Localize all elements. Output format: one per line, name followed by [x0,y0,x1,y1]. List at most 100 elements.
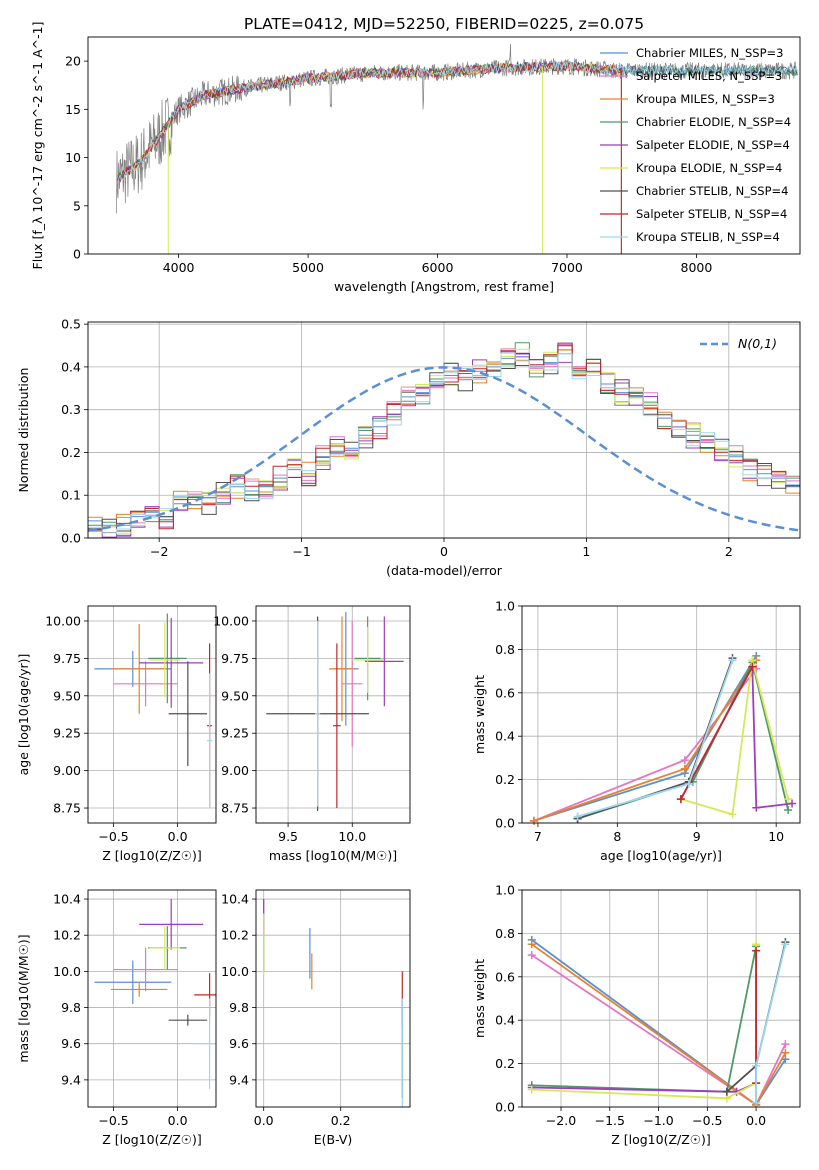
x-tick-label: 0.0 [254,1113,274,1128]
axes-frame [521,889,801,1108]
mass-weight-marker [752,1098,761,1107]
y-tick-label: 9.50 [221,688,249,703]
y-tick-label: 10.2 [53,928,81,943]
x-axis-label: age [log10(age/yr)] [600,848,722,863]
y-tick-label: 9.4 [229,1072,249,1087]
mass-weight-marker [527,940,536,949]
mass-weight-marker [722,1087,731,1096]
mass-weight-marker [784,795,793,804]
mass-weight-marker [684,779,693,788]
x-tick-label: 0.0 [746,1113,766,1128]
x-tick-label: −0.5 [98,829,128,844]
y-tick-label: 20 [65,54,81,69]
y-tick-label: 9.00 [53,763,81,778]
x-tick-label: 9.5 [278,829,298,844]
x-tick-label: 6000 [422,260,454,275]
x-tick-label: −0.5 [692,1113,722,1128]
legend-entry: Chabrier MILES, N_SSP=3 [636,46,783,60]
y-tick-label: 10.00 [45,613,81,628]
mass-weight-marker [784,805,793,814]
mass-weight-marker [573,812,582,821]
y-tick-label: 10 [65,150,81,165]
legend-entry: Salpeter STELIB, N_SSP=4 [636,207,787,221]
axes-frame [87,889,217,1108]
y-tick-label: 0 [73,247,81,262]
panel-mass-weight-vs-age: 7 8 9 10 0.0 0.2 0.4 0.6 0.8 1.0 age [log10(age/yr… [472,599,801,863]
y-axis-label: Flux [f_λ 10^-17 erg cm^-2 s^-1 A^-1] [30,22,45,270]
axes-frame [87,321,801,539]
panel-age-vs-Z: −0.5 0.0 8.75 9.00 9.25 9.50 9.75 10.00 Z [log10… [16,605,217,863]
y-tick-label: 10.2 [221,928,249,943]
x-tick-label: 10.0 [338,829,366,844]
spectrum-model-line [117,60,798,184]
y-axis-label: mass [log10(M/M☉)] [16,934,31,1062]
y-tick-label: 8.75 [53,801,81,816]
y-tick-label: 8.75 [221,801,249,816]
spectrum-model-line [117,61,798,181]
x-tick-label: 4000 [163,260,195,275]
y-axis-label: Normed distribution [16,368,31,493]
axes-frame [255,605,411,824]
y-tick-label: 0.8 [495,642,515,657]
figure-title: PLATE=0412, MJD=52250, FIBERID=0225, z=0… [244,15,644,33]
y-tick-label: 10.0 [53,964,81,979]
axes-frame [87,605,217,824]
y-tick-label: 0.6 [495,685,515,700]
y-tick-label: 9.50 [53,688,81,703]
y-tick-label: 10.4 [53,892,81,907]
mass-weight-line [680,660,789,816]
legend-entry: Chabrier STELIB, N_SSP=4 [636,184,788,198]
y-tick-label: 0.0 [495,1100,515,1115]
x-axis-label: Z [log10(Z/Z☉)] [102,848,202,863]
y-tick-label: 9.25 [53,726,81,741]
axes-frame [521,605,801,824]
y-axis-label: mass weight [472,959,487,1038]
y-tick-label: 1.0 [495,883,515,898]
x-axis-label: mass [log10(M/M☉)] [269,848,397,863]
x-tick-label: 0.0 [168,1113,188,1128]
y-tick-label: 10.4 [221,892,249,907]
mass-weight-marker [680,756,689,765]
mass-weight-marker [676,795,685,804]
x-tick-label: 8000 [681,260,713,275]
x-axis-label: Z [log10(Z/Z☉)] [611,1132,711,1147]
y-tick-label: 9.8 [61,1000,81,1015]
y-tick-label: 9.25 [221,726,249,741]
mass-weight-marker [748,662,757,671]
x-tick-label: −1.5 [595,1113,625,1128]
mass-weight-marker [529,816,538,825]
y-tick-label: 10.00 [213,613,249,628]
legend-entry: Kroupa ELODIE, N_SSP=4 [636,161,782,175]
panel-mass-weight-vs-Z: −2.0 −1.5 −1.0 −0.5 0.0 0.0 0.2 0.4 0.6 0.8 1.0 Z [… [472,883,801,1147]
y-tick-label: 5 [73,198,81,213]
panel-residuals: −2 −1 0 1 2 0.0 0.1 0.2 0.3 0.4 0.5 (data-model)/er… [16,317,801,578]
mass-weight-marker [680,764,689,773]
x-tick-label: 0 [440,544,448,559]
y-tick-label: 9.00 [221,763,249,778]
y-tick-label: 0.4 [61,359,81,374]
x-tick-label: −2 [150,544,168,559]
histogram-series [88,352,800,534]
x-tick-label: 9 [693,829,701,844]
y-tick-label: 0.3 [61,402,81,417]
x-axis-label: Z [log10(Z/Z☉)] [102,1132,202,1147]
y-tick-label: 0.2 [495,1056,515,1071]
x-tick-label: 7000 [551,260,583,275]
x-tick-label: 1 [582,544,590,559]
x-axis-label: wavelength [Angstrom, rest frame] [334,279,554,294]
mass-weight-marker [527,951,536,960]
x-tick-label: 0.2 [331,1113,351,1128]
legend-entry: Salpeter ELODIE, N_SSP=4 [636,138,790,152]
mass-weight-marker [752,1061,761,1070]
x-tick-label: 5000 [292,260,324,275]
y-tick-label: 0.6 [495,969,515,984]
mass-weight-marker [752,946,761,955]
y-tick-label: 0.8 [495,926,515,941]
y-tick-label: 0.4 [495,729,515,744]
y-tick-label: 1.0 [495,599,515,614]
spectrum-model-line [117,59,622,183]
y-axis-label: age [log10(age/yr)] [16,654,31,776]
y-tick-label: 0.4 [495,1013,515,1028]
